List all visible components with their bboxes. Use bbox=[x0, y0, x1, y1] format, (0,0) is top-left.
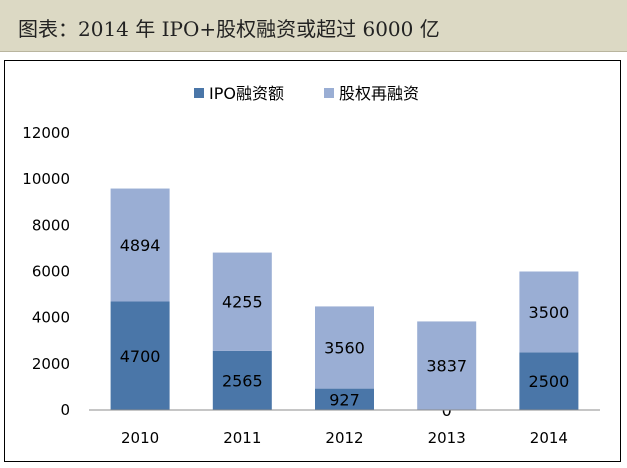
data-label: 4255 bbox=[222, 293, 263, 312]
data-label: 927 bbox=[329, 390, 360, 409]
x-tick-label: 2013 bbox=[428, 429, 466, 447]
x-tick-label: 2014 bbox=[530, 429, 568, 447]
data-label: 2500 bbox=[529, 372, 570, 391]
x-tick-label: 2010 bbox=[121, 429, 159, 447]
bar-segment bbox=[110, 301, 170, 410]
legend-swatch bbox=[194, 88, 204, 98]
bar-segment bbox=[519, 271, 579, 353]
data-label: 3560 bbox=[324, 339, 365, 358]
bar-segment bbox=[212, 252, 272, 351]
legend-label: IPO融资额 bbox=[209, 84, 284, 103]
bar-segment bbox=[315, 388, 374, 410]
bar-segment bbox=[417, 321, 477, 410]
bar-segment bbox=[315, 306, 374, 389]
y-tick-label: 8000 bbox=[32, 216, 70, 234]
x-tick-label: 2011 bbox=[223, 429, 261, 447]
bar-segment bbox=[110, 188, 170, 302]
chart-frame bbox=[4, 60, 621, 462]
bar-segment bbox=[519, 352, 579, 410]
data-label: 2565 bbox=[222, 371, 263, 390]
y-tick-label: 0 bbox=[60, 401, 70, 419]
y-tick-label: 6000 bbox=[32, 263, 70, 281]
y-tick-label: 2000 bbox=[32, 355, 70, 373]
y-tick-label: 12000 bbox=[22, 124, 70, 142]
legend-label: 股权再融资 bbox=[339, 84, 419, 103]
data-label: 4894 bbox=[120, 236, 161, 255]
legend-swatch bbox=[324, 88, 334, 98]
y-tick-label: 4000 bbox=[32, 309, 70, 327]
y-tick-label: 10000 bbox=[22, 170, 70, 188]
figure-title: 图表：2014 年 IPO+股权融资或超过 6000 亿 bbox=[18, 17, 440, 41]
figure-header: 图表：2014 年 IPO+股权融资或超过 6000 亿 bbox=[0, 0, 627, 52]
data-label: 3837 bbox=[426, 357, 467, 376]
data-label: 3500 bbox=[529, 303, 570, 322]
data-label: 4700 bbox=[120, 347, 161, 366]
x-tick-label: 2012 bbox=[325, 429, 363, 447]
bar-segment bbox=[212, 350, 272, 410]
